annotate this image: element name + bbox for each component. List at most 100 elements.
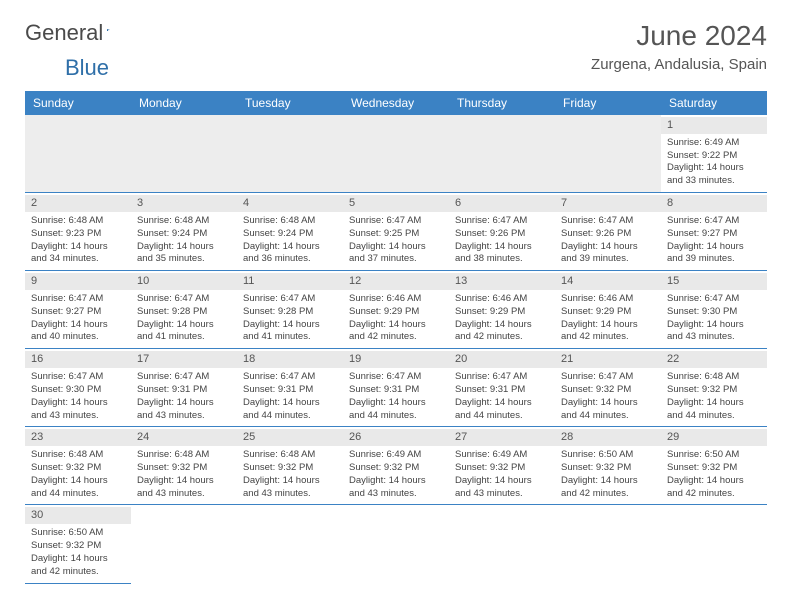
sunset-line: Sunset: 9:31 PM (137, 384, 231, 397)
day-cell: 23Sunrise: 6:48 AMSunset: 9:32 PMDayligh… (25, 427, 131, 505)
sunset-line: Sunset: 9:23 PM (31, 228, 125, 241)
daylight-line: Daylight: 14 hours and 42 minutes. (667, 475, 761, 501)
daylight-line: Daylight: 14 hours and 44 minutes. (243, 397, 337, 423)
empty-cell (661, 505, 767, 583)
day-cell: 11Sunrise: 6:47 AMSunset: 9:28 PMDayligh… (237, 271, 343, 349)
title-block: June 2024 Zurgena, Andalusia, Spain (591, 20, 767, 73)
day-header-mon: Monday (131, 91, 237, 115)
day-cell: 9Sunrise: 6:47 AMSunset: 9:27 PMDaylight… (25, 271, 131, 349)
sunset-line: Sunset: 9:32 PM (349, 462, 443, 475)
empty-cell (343, 505, 449, 583)
empty-cell (555, 505, 661, 583)
sunset-line: Sunset: 9:29 PM (349, 306, 443, 319)
day-cell: 3Sunrise: 6:48 AMSunset: 9:24 PMDaylight… (131, 193, 237, 271)
daylight-line: Daylight: 14 hours and 33 minutes. (667, 162, 761, 188)
day-header-tue: Tuesday (237, 91, 343, 115)
day-cell: 5Sunrise: 6:47 AMSunset: 9:25 PMDaylight… (343, 193, 449, 271)
sunrise-line: Sunrise: 6:47 AM (137, 293, 231, 306)
sunrise-line: Sunrise: 6:47 AM (243, 371, 337, 384)
day-header-sun: Sunday (25, 91, 131, 115)
sunset-line: Sunset: 9:29 PM (455, 306, 549, 319)
sunrise-line: Sunrise: 6:49 AM (667, 137, 761, 150)
day-number: 28 (555, 429, 661, 446)
daylight-line: Daylight: 14 hours and 35 minutes. (137, 241, 231, 267)
location: Zurgena, Andalusia, Spain (591, 56, 767, 73)
daylight-line: Daylight: 14 hours and 43 minutes. (243, 475, 337, 501)
sunrise-line: Sunrise: 6:46 AM (455, 293, 549, 306)
day-header-wed: Wednesday (343, 91, 449, 115)
daylight-line: Daylight: 14 hours and 39 minutes. (561, 241, 655, 267)
sunset-line: Sunset: 9:32 PM (137, 462, 231, 475)
day-number: 15 (661, 273, 767, 290)
day-number: 29 (661, 429, 767, 446)
daylight-line: Daylight: 14 hours and 39 minutes. (667, 241, 761, 267)
day-number: 26 (343, 429, 449, 446)
daylight-line: Daylight: 14 hours and 42 minutes. (561, 475, 655, 501)
daylight-line: Daylight: 14 hours and 43 minutes. (31, 397, 125, 423)
day-cell: 18 Sunrise: 6:47 AMSunset: 9:31 PMDayligh… (237, 349, 343, 427)
week-row: 9Sunrise: 6:47 AMSunset: 9:27 PMDaylight… (25, 271, 767, 349)
daylight-line: Daylight: 14 hours and 42 minutes. (561, 319, 655, 345)
day-cell: 2Sunrise: 6:48 AMSunset: 9:23 PMDaylight… (25, 193, 131, 271)
daylight-line: Daylight: 14 hours and 38 minutes. (455, 241, 549, 267)
day-cell: 21Sunrise: 6:47 AMSunset: 9:32 PMDayligh… (555, 349, 661, 427)
month-title: June 2024 (591, 20, 767, 52)
empty-cell (237, 505, 343, 583)
daylight-line: Daylight: 14 hours and 43 minutes. (455, 475, 549, 501)
day-cell: 17Sunrise: 6:47 AMSunset: 9:31 PMDayligh… (131, 349, 237, 427)
daylight-line: Daylight: 14 hours and 41 minutes. (243, 319, 337, 345)
day-cell: 15Sunrise: 6:47 AMSunset: 9:30 PMDayligh… (661, 271, 767, 349)
day-header-thu: Thursday (449, 91, 555, 115)
sunrise-line: Sunrise: 6:47 AM (349, 215, 443, 228)
day-number: 23 (25, 429, 131, 446)
logo-flag-icon (107, 22, 111, 38)
sunset-line: Sunset: 9:31 PM (243, 384, 337, 397)
sunset-line: Sunset: 9:31 PM (455, 384, 549, 397)
day-number: 19 (343, 351, 449, 368)
sunset-line: Sunset: 9:30 PM (31, 384, 125, 397)
day-number: 4 (237, 195, 343, 212)
sunset-line: Sunset: 9:32 PM (31, 540, 125, 553)
day-cell: 16Sunrise: 6:47 AMSunset: 9:30 PMDayligh… (25, 349, 131, 427)
day-number: 9 (25, 273, 131, 290)
day-cell: 4Sunrise: 6:48 AMSunset: 9:24 PMDaylight… (237, 193, 343, 271)
sunrise-line: Sunrise: 6:46 AM (349, 293, 443, 306)
sunrise-line: Sunrise: 6:48 AM (243, 215, 337, 228)
day-number: 16 (25, 351, 131, 368)
sunset-line: Sunset: 9:32 PM (561, 462, 655, 475)
sunrise-line: Sunrise: 6:47 AM (561, 371, 655, 384)
day-number: 11 (237, 273, 343, 290)
day-cell: 28Sunrise: 6:50 AMSunset: 9:32 PMDayligh… (555, 427, 661, 505)
sunset-line: Sunset: 9:28 PM (243, 306, 337, 319)
day-number: 27 (449, 429, 555, 446)
day-cell: 27Sunrise: 6:49 AMSunset: 9:32 PMDayligh… (449, 427, 555, 505)
day-cell: 8Sunrise: 6:47 AMSunset: 9:27 PMDaylight… (661, 193, 767, 271)
daylight-line: Daylight: 14 hours and 34 minutes. (31, 241, 125, 267)
day-cell: 6Sunrise: 6:47 AMSunset: 9:26 PMDaylight… (449, 193, 555, 271)
day-number: 21 (555, 351, 661, 368)
week-row: 23Sunrise: 6:48 AMSunset: 9:32 PMDayligh… (25, 427, 767, 505)
sunset-line: Sunset: 9:30 PM (667, 306, 761, 319)
daylight-line: Daylight: 14 hours and 42 minutes. (31, 553, 125, 579)
sunrise-line: Sunrise: 6:50 AM (667, 449, 761, 462)
day-number: 2 (25, 195, 131, 212)
sunrise-line: Sunrise: 6:48 AM (667, 371, 761, 384)
empty-cell (449, 505, 555, 583)
day-cell: 20Sunrise: 6:47 AMSunset: 9:31 PMDayligh… (449, 349, 555, 427)
daylight-line: Daylight: 14 hours and 43 minutes. (137, 475, 231, 501)
empty-cell (131, 505, 237, 583)
sunrise-line: Sunrise: 6:47 AM (667, 293, 761, 306)
day-cell: 22Sunrise: 6:48 AMSunset: 9:32 PMDayligh… (661, 349, 767, 427)
sunset-line: Sunset: 9:26 PM (455, 228, 549, 241)
day-cell: 12Sunrise: 6:46 AMSunset: 9:29 PMDayligh… (343, 271, 449, 349)
day-number: 18 (237, 351, 343, 368)
sunset-line: Sunset: 9:28 PM (137, 306, 231, 319)
sunset-line: Sunset: 9:32 PM (455, 462, 549, 475)
sunrise-line: Sunrise: 6:48 AM (137, 449, 231, 462)
daylight-line: Daylight: 14 hours and 42 minutes. (349, 319, 443, 345)
day-number: 22 (661, 351, 767, 368)
daylight-line: Daylight: 14 hours and 41 minutes. (137, 319, 231, 345)
day-cell: 19Sunrise: 6:47 AMSunset: 9:31 PMDayligh… (343, 349, 449, 427)
sunrise-line: Sunrise: 6:46 AM (561, 293, 655, 306)
daylight-line: Daylight: 14 hours and 44 minutes. (349, 397, 443, 423)
